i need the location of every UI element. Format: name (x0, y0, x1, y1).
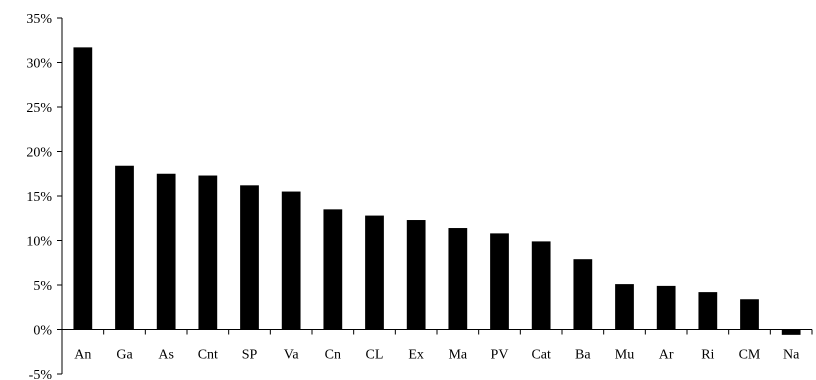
y-tick-label: 5% (33, 279, 52, 294)
bar-cnt (198, 175, 218, 330)
bar-ex (406, 220, 426, 330)
category-label: CL (366, 348, 384, 363)
bar-an (73, 47, 93, 330)
category-label: Cat (531, 348, 551, 363)
category-label: Ri (701, 348, 714, 363)
bar-ba (573, 259, 593, 330)
category-label: Mu (615, 348, 634, 363)
y-tick-label: 0% (33, 324, 52, 339)
y-tick-label: 20% (26, 146, 52, 161)
y-tick-label: 35% (26, 12, 52, 27)
category-label: SP (242, 348, 258, 363)
y-tick-label: 25% (26, 101, 52, 116)
bar-as (156, 173, 176, 330)
bar-ma (448, 228, 468, 330)
category-label: PV (491, 348, 509, 363)
category-labels: An Ga As Cnt SP Va Cn CL Ex Ma PV Cat Ba Mu Ar Ri CM Na (74, 348, 800, 363)
y-tick-label: 10% (26, 235, 52, 250)
category-label: Va (284, 348, 300, 363)
category-label: Ma (448, 348, 467, 363)
x-axis (61, 329, 813, 335)
bar-ga (115, 165, 134, 330)
bars (73, 47, 801, 335)
category-label: Cnt (198, 348, 218, 363)
category-label: Na (783, 348, 800, 363)
y-tick-label: 15% (26, 190, 52, 205)
category-label: Ba (575, 348, 591, 363)
bar-cl (365, 215, 384, 330)
category-label: Cn (325, 348, 341, 363)
bar-mu (615, 284, 634, 330)
y-axis: -5% 0% 5% 10% 15% 20% 25% 30% 35% (26, 12, 63, 380)
bar-ar (656, 285, 676, 330)
bar-ri (698, 292, 718, 330)
bar-cat (531, 241, 551, 330)
y-tick-label: -5% (29, 368, 53, 380)
bar-sp (240, 185, 259, 330)
category-label: As (158, 348, 174, 363)
bar-na (781, 329, 801, 335)
bar-cn (323, 209, 343, 330)
category-label: Ex (408, 348, 424, 363)
category-label: An (74, 348, 91, 363)
y-tick-label: 30% (26, 57, 52, 72)
bar-va (281, 191, 301, 330)
category-label: Ar (659, 348, 674, 363)
bar-cm (740, 299, 759, 330)
category-label: Ga (116, 348, 133, 363)
category-label: CM (739, 348, 761, 363)
bar-pv (490, 233, 509, 330)
